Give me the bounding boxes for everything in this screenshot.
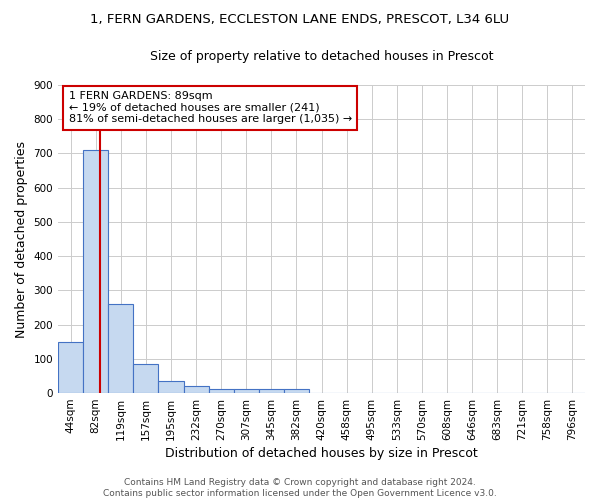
Bar xyxy=(184,386,209,393)
Text: 1, FERN GARDENS, ECCLESTON LANE ENDS, PRESCOT, L34 6LU: 1, FERN GARDENS, ECCLESTON LANE ENDS, PR… xyxy=(91,12,509,26)
Bar xyxy=(284,389,309,393)
Bar xyxy=(133,364,158,393)
Y-axis label: Number of detached properties: Number of detached properties xyxy=(15,140,28,338)
Bar xyxy=(58,342,83,393)
Bar xyxy=(158,381,184,393)
Text: Contains HM Land Registry data © Crown copyright and database right 2024.
Contai: Contains HM Land Registry data © Crown c… xyxy=(103,478,497,498)
Bar xyxy=(108,304,133,393)
Bar xyxy=(209,389,233,393)
X-axis label: Distribution of detached houses by size in Prescot: Distribution of detached houses by size … xyxy=(165,447,478,460)
Text: 1 FERN GARDENS: 89sqm
← 19% of detached houses are smaller (241)
81% of semi-det: 1 FERN GARDENS: 89sqm ← 19% of detached … xyxy=(68,91,352,124)
Bar xyxy=(259,389,284,393)
Bar xyxy=(233,389,259,393)
Bar xyxy=(83,150,108,393)
Title: Size of property relative to detached houses in Prescot: Size of property relative to detached ho… xyxy=(150,50,493,63)
